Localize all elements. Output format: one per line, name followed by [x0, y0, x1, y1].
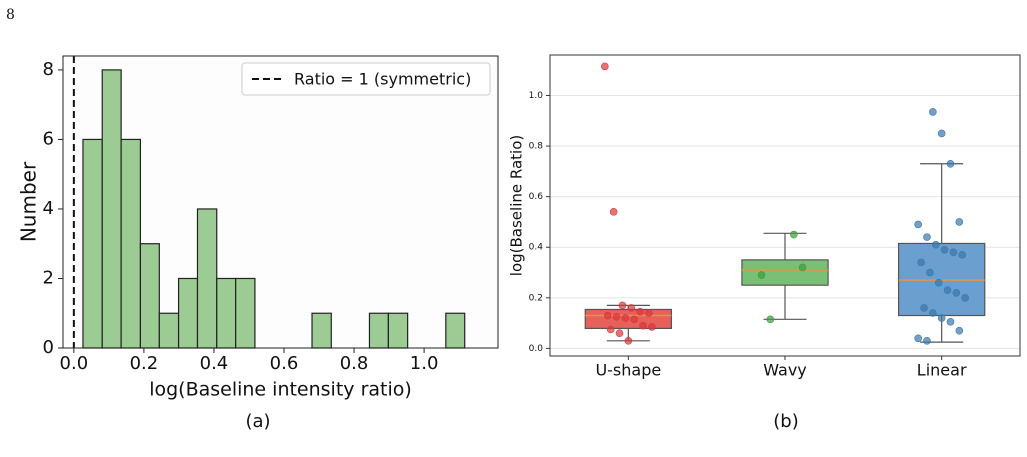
point [955, 326, 964, 335]
point [946, 159, 955, 168]
bar [368, 312, 389, 349]
point [943, 286, 952, 295]
bar [196, 208, 218, 349]
point [940, 245, 949, 254]
bar [445, 312, 466, 349]
point [934, 278, 943, 287]
point [612, 312, 621, 321]
point [627, 304, 636, 312]
point [929, 108, 937, 116]
y-tick-label: 8 [43, 59, 54, 80]
x-tick-label: 0.6 [270, 353, 299, 374]
x-tick-label: Linear [917, 361, 967, 380]
point [766, 315, 775, 324]
x-tick-label: 0.8 [340, 353, 369, 374]
point [923, 233, 931, 241]
y-tick-label: 2 [43, 267, 54, 288]
y-tick-label: 0.6 [529, 192, 544, 202]
y-axis-label: log(Baseline Ratio) [508, 135, 526, 276]
y-tick-label: 4 [43, 198, 54, 219]
point [958, 251, 967, 259]
axes-frame [62, 55, 499, 349]
point [926, 268, 934, 277]
point [931, 240, 940, 249]
bar [177, 277, 199, 349]
x-tick-label: 1.0 [410, 353, 439, 374]
y-tick-label: 0.8 [529, 142, 544, 152]
point [937, 314, 946, 322]
point [630, 315, 639, 324]
point [618, 301, 627, 310]
point [601, 62, 609, 71]
caption: (b) [773, 411, 798, 432]
y-tick-label: 1.0 [529, 91, 544, 101]
bar [101, 69, 122, 349]
bar [158, 312, 180, 349]
point [648, 323, 656, 331]
point [923, 337, 931, 345]
y-axis-label: Number [17, 161, 41, 242]
point [609, 208, 618, 216]
point [952, 288, 961, 297]
x-tick-label: 0.4 [200, 353, 229, 374]
caption: (a) [245, 411, 270, 432]
x-tick-label: U-shape [595, 361, 661, 380]
point [798, 263, 807, 272]
point [615, 329, 624, 338]
bar [216, 277, 237, 349]
point [961, 294, 969, 302]
point [645, 309, 653, 317]
bar [387, 312, 409, 349]
bar [311, 312, 332, 349]
x-tick-label: 0.2 [130, 353, 159, 374]
bar [235, 277, 256, 349]
point [946, 318, 955, 326]
point [606, 325, 615, 334]
y-tick-label: 0.4 [529, 243, 544, 253]
box [741, 259, 829, 286]
legend-box [241, 62, 491, 96]
point [639, 321, 647, 330]
point [624, 337, 633, 345]
point [917, 258, 925, 267]
bar [139, 243, 160, 349]
x-tick-label: Wavy [763, 361, 807, 380]
point [920, 304, 928, 312]
point [949, 248, 958, 257]
point [621, 314, 630, 322]
x-axis-label: log(Baseline intensity ratio) [149, 379, 412, 401]
point [929, 309, 937, 317]
point [914, 334, 922, 343]
page-number: 8 [6, 7, 15, 23]
point [955, 218, 964, 226]
y-tick-label: 0.0 [529, 344, 544, 354]
point [790, 230, 798, 239]
legend-label: Ratio = 1 (symmetric) [294, 70, 471, 89]
x-tick-label: 0.0 [60, 353, 89, 374]
point [636, 307, 644, 316]
y-tick-label: 6 [43, 128, 54, 149]
point [937, 129, 946, 138]
y-tick-label: 0.2 [529, 293, 543, 303]
point [603, 311, 612, 320]
y-tick-label: 0 [43, 337, 54, 358]
point [914, 220, 922, 229]
bar [120, 138, 142, 349]
bar [82, 138, 103, 349]
point [757, 271, 766, 279]
